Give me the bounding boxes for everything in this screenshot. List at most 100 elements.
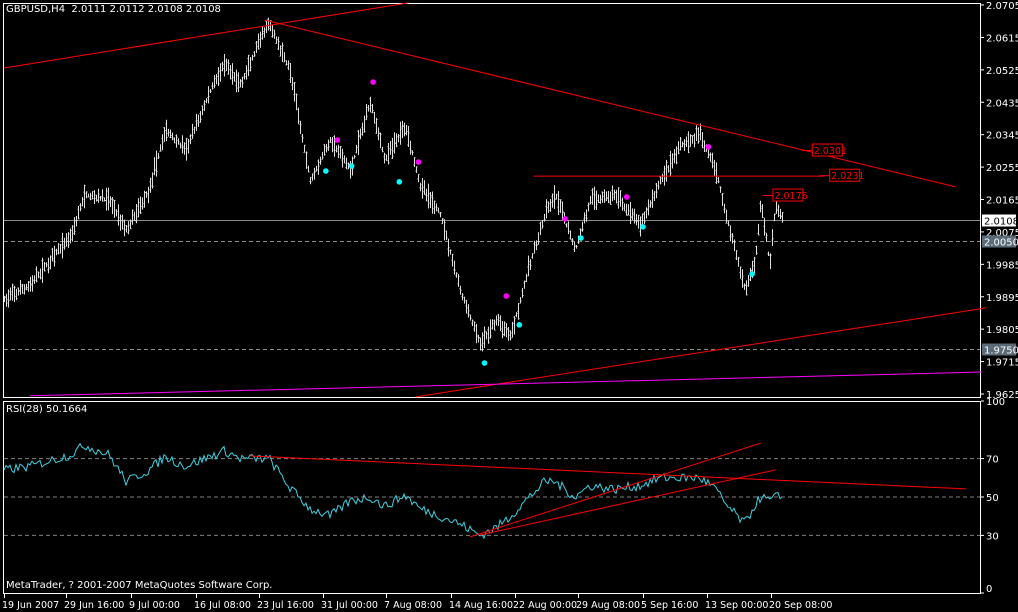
price-bar xyxy=(135,203,138,224)
price-bar xyxy=(307,165,310,173)
fractal-up-dot xyxy=(562,216,568,222)
price-axis-label: 1.9625 xyxy=(986,390,1018,401)
price-axis-label: 2.0165 xyxy=(986,196,1018,207)
price-bar xyxy=(17,287,20,296)
price-bar xyxy=(765,232,768,242)
price-bar xyxy=(469,314,472,321)
price-bar xyxy=(417,173,420,183)
price-bar xyxy=(319,156,322,165)
price-bar xyxy=(73,217,76,236)
price-bar xyxy=(771,229,774,247)
price-bar xyxy=(395,133,398,148)
price-bar xyxy=(153,157,156,176)
price-bar xyxy=(581,221,584,232)
price-bar xyxy=(609,191,612,205)
price-bar xyxy=(249,56,252,72)
price-bar xyxy=(263,27,266,38)
price-bar xyxy=(583,212,586,224)
price-bar xyxy=(703,140,706,152)
price-bar xyxy=(645,207,648,219)
price-bar xyxy=(601,191,604,203)
price-panel-frame xyxy=(3,3,981,398)
fractal-down-dot xyxy=(578,235,584,241)
price-bar xyxy=(43,261,46,272)
price-bar xyxy=(767,251,770,256)
price-bar xyxy=(405,124,408,136)
rsi-trendline xyxy=(469,442,761,538)
price-bar xyxy=(497,313,500,327)
price-bar xyxy=(287,60,290,71)
price-bar xyxy=(739,266,742,279)
price-trendline xyxy=(264,19,956,188)
price-bar xyxy=(695,125,698,141)
price-bar xyxy=(507,326,510,341)
price-bar xyxy=(593,186,596,210)
price-bar xyxy=(217,67,220,87)
price-tag-box xyxy=(811,143,843,157)
price-bar xyxy=(39,268,42,280)
price-bar xyxy=(321,151,324,160)
price-bar xyxy=(623,203,626,212)
price-bar xyxy=(463,296,466,304)
price-bar xyxy=(85,191,88,199)
price-bar xyxy=(367,105,370,112)
price-bar xyxy=(545,199,548,219)
price-bar xyxy=(611,185,614,202)
price-bar xyxy=(683,139,686,151)
price-bar xyxy=(677,141,680,155)
price-bar xyxy=(383,152,386,164)
fractal-up-dot xyxy=(623,194,630,200)
price-bar xyxy=(571,238,574,246)
price-bar xyxy=(229,64,232,80)
price-tag: 2.0301 xyxy=(801,143,847,157)
price-bar xyxy=(743,283,746,290)
price-bar xyxy=(23,284,26,295)
price-bar xyxy=(245,65,248,80)
price-bar xyxy=(509,330,512,341)
price-bar xyxy=(411,150,414,156)
price-bar xyxy=(197,114,200,128)
price-bar xyxy=(585,209,588,222)
price-bar xyxy=(551,193,554,208)
price-bar xyxy=(105,187,108,211)
price-bar xyxy=(317,159,320,175)
price-bar xyxy=(727,220,730,227)
price-bar xyxy=(539,221,542,236)
price-bar xyxy=(155,150,158,177)
price-bar xyxy=(653,191,656,201)
price-bar xyxy=(127,221,130,235)
price-bar xyxy=(403,122,406,137)
copyright-text: MetaTrader, ? 2001-2007 MetaQuotes Softw… xyxy=(6,580,273,591)
price-bar xyxy=(215,74,218,85)
price-bar xyxy=(555,193,558,200)
price-bar xyxy=(145,191,148,198)
ohlc-bars xyxy=(3,17,784,352)
time-axis-label: 13 Sep 00:00 xyxy=(705,600,768,611)
price-bar xyxy=(625,203,628,216)
price-bar xyxy=(621,197,624,211)
price-bar xyxy=(235,69,238,93)
time-axis-label: 29 Jun 16:00 xyxy=(64,600,124,611)
price-bar xyxy=(661,173,664,182)
price-level-box-bg xyxy=(982,214,1016,227)
price-bar xyxy=(369,96,372,113)
price-bar xyxy=(119,214,122,231)
price-bar xyxy=(129,219,132,230)
price-bar xyxy=(33,275,36,284)
price-bar xyxy=(181,135,184,154)
price-bar xyxy=(415,166,418,173)
price-bar xyxy=(437,207,440,213)
price-bar xyxy=(407,125,410,148)
price-trendline xyxy=(30,371,982,397)
price-bar xyxy=(273,29,276,39)
price-bar xyxy=(733,239,736,252)
price-bar xyxy=(419,182,422,192)
price-bar xyxy=(89,192,92,201)
price-bar xyxy=(413,157,416,168)
price-bar xyxy=(353,155,356,159)
price-bar xyxy=(157,152,160,160)
price-bar xyxy=(701,132,704,149)
price-bar xyxy=(529,259,532,271)
